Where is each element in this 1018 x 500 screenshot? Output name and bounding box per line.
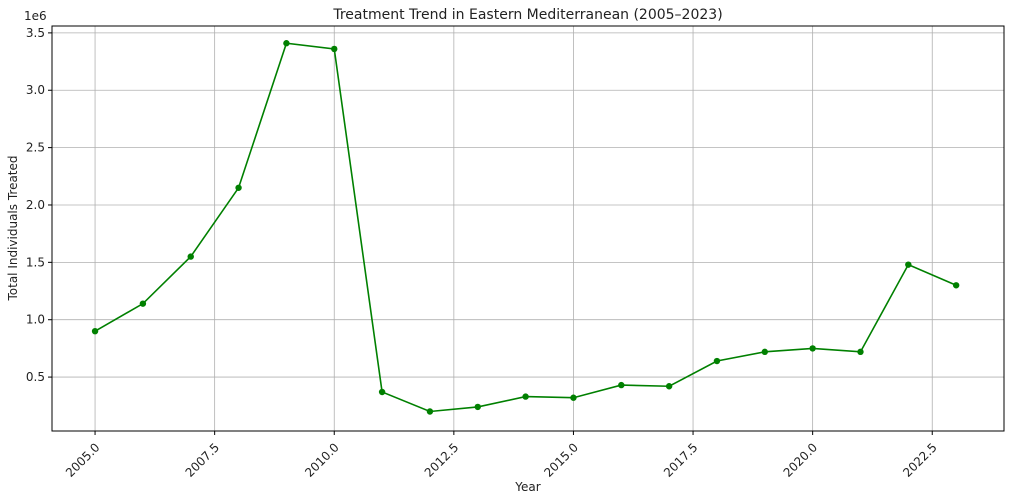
x-tick-label: 2005.0 (63, 440, 103, 480)
x-tick-label: 2015.0 (541, 440, 581, 480)
y-tick-label: 1.0 (26, 313, 45, 327)
data-point (235, 184, 242, 191)
x-tick-label: 2010.0 (302, 440, 342, 480)
plot-area (51, 25, 1005, 432)
x-tick-label: 2020.0 (781, 440, 821, 480)
y-tick-label: 0.5 (26, 370, 45, 384)
series-layer (91, 40, 960, 415)
grid (52, 26, 1004, 431)
data-point (761, 348, 769, 356)
data-point (809, 345, 816, 352)
y-axis: 0.5 1.0 1.5 2.0 2.5 3.0 3.5 (26, 26, 52, 384)
data-point (618, 381, 625, 389)
y-tick-label: 1.5 (26, 255, 45, 269)
data-point (905, 261, 912, 268)
series-line (94, 42, 957, 413)
y-tick-label: 2.5 (26, 141, 45, 155)
x-tick-label: 2022.5 (900, 440, 940, 480)
x-axis: 2005.0 2007.5 2010.0 2012.5 2015.0 2017.5 2020… (63, 431, 940, 480)
x-tick-label: 2007.5 (183, 440, 223, 480)
data-point (426, 408, 434, 415)
data-point (91, 327, 99, 335)
data-point (665, 383, 673, 390)
data-point (857, 348, 864, 356)
x-tick-label: 2012.5 (422, 440, 462, 480)
data-point (187, 253, 194, 260)
y-tick-label: 3.5 (26, 26, 45, 40)
data-point (474, 403, 481, 411)
y-axis-title: Total Individuals Treated (6, 155, 20, 301)
y-tick-label: 3.0 (26, 83, 45, 97)
data-point (378, 388, 386, 396)
chart-title: Treatment Trend in Eastern Mediterranean… (332, 7, 722, 23)
y-offset-label: 1e6 (24, 9, 47, 23)
y-tick-label: 2.0 (26, 198, 45, 212)
x-tick-label: 2017.5 (661, 440, 701, 480)
data-point (522, 393, 529, 400)
data-point (139, 300, 147, 307)
data-point (331, 45, 338, 53)
x-axis-title: Year (514, 480, 540, 494)
data-point (570, 394, 577, 401)
data-point (283, 40, 290, 47)
data-point (952, 282, 960, 289)
data-point (713, 357, 721, 365)
